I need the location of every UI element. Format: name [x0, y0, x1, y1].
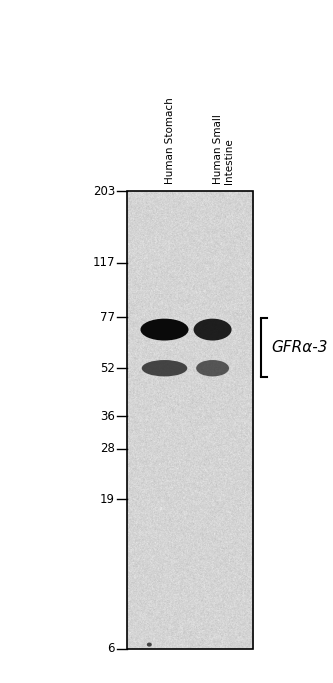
Text: 52: 52 — [100, 362, 115, 375]
Text: 6: 6 — [107, 642, 115, 656]
Bar — [127, 191, 253, 649]
Text: GFRα-3: GFRα-3 — [272, 340, 328, 355]
Ellipse shape — [142, 360, 187, 376]
Text: 28: 28 — [100, 442, 115, 455]
Ellipse shape — [196, 360, 229, 376]
Text: 203: 203 — [93, 184, 115, 198]
Text: Human Stomach: Human Stomach — [165, 98, 174, 184]
Ellipse shape — [193, 319, 231, 341]
Text: 117: 117 — [92, 256, 115, 269]
Ellipse shape — [141, 319, 188, 341]
Text: 77: 77 — [100, 311, 115, 324]
Text: 19: 19 — [100, 492, 115, 505]
Text: Human Small
Intestine: Human Small Intestine — [212, 115, 234, 184]
Text: 36: 36 — [100, 410, 115, 423]
Ellipse shape — [147, 643, 152, 647]
